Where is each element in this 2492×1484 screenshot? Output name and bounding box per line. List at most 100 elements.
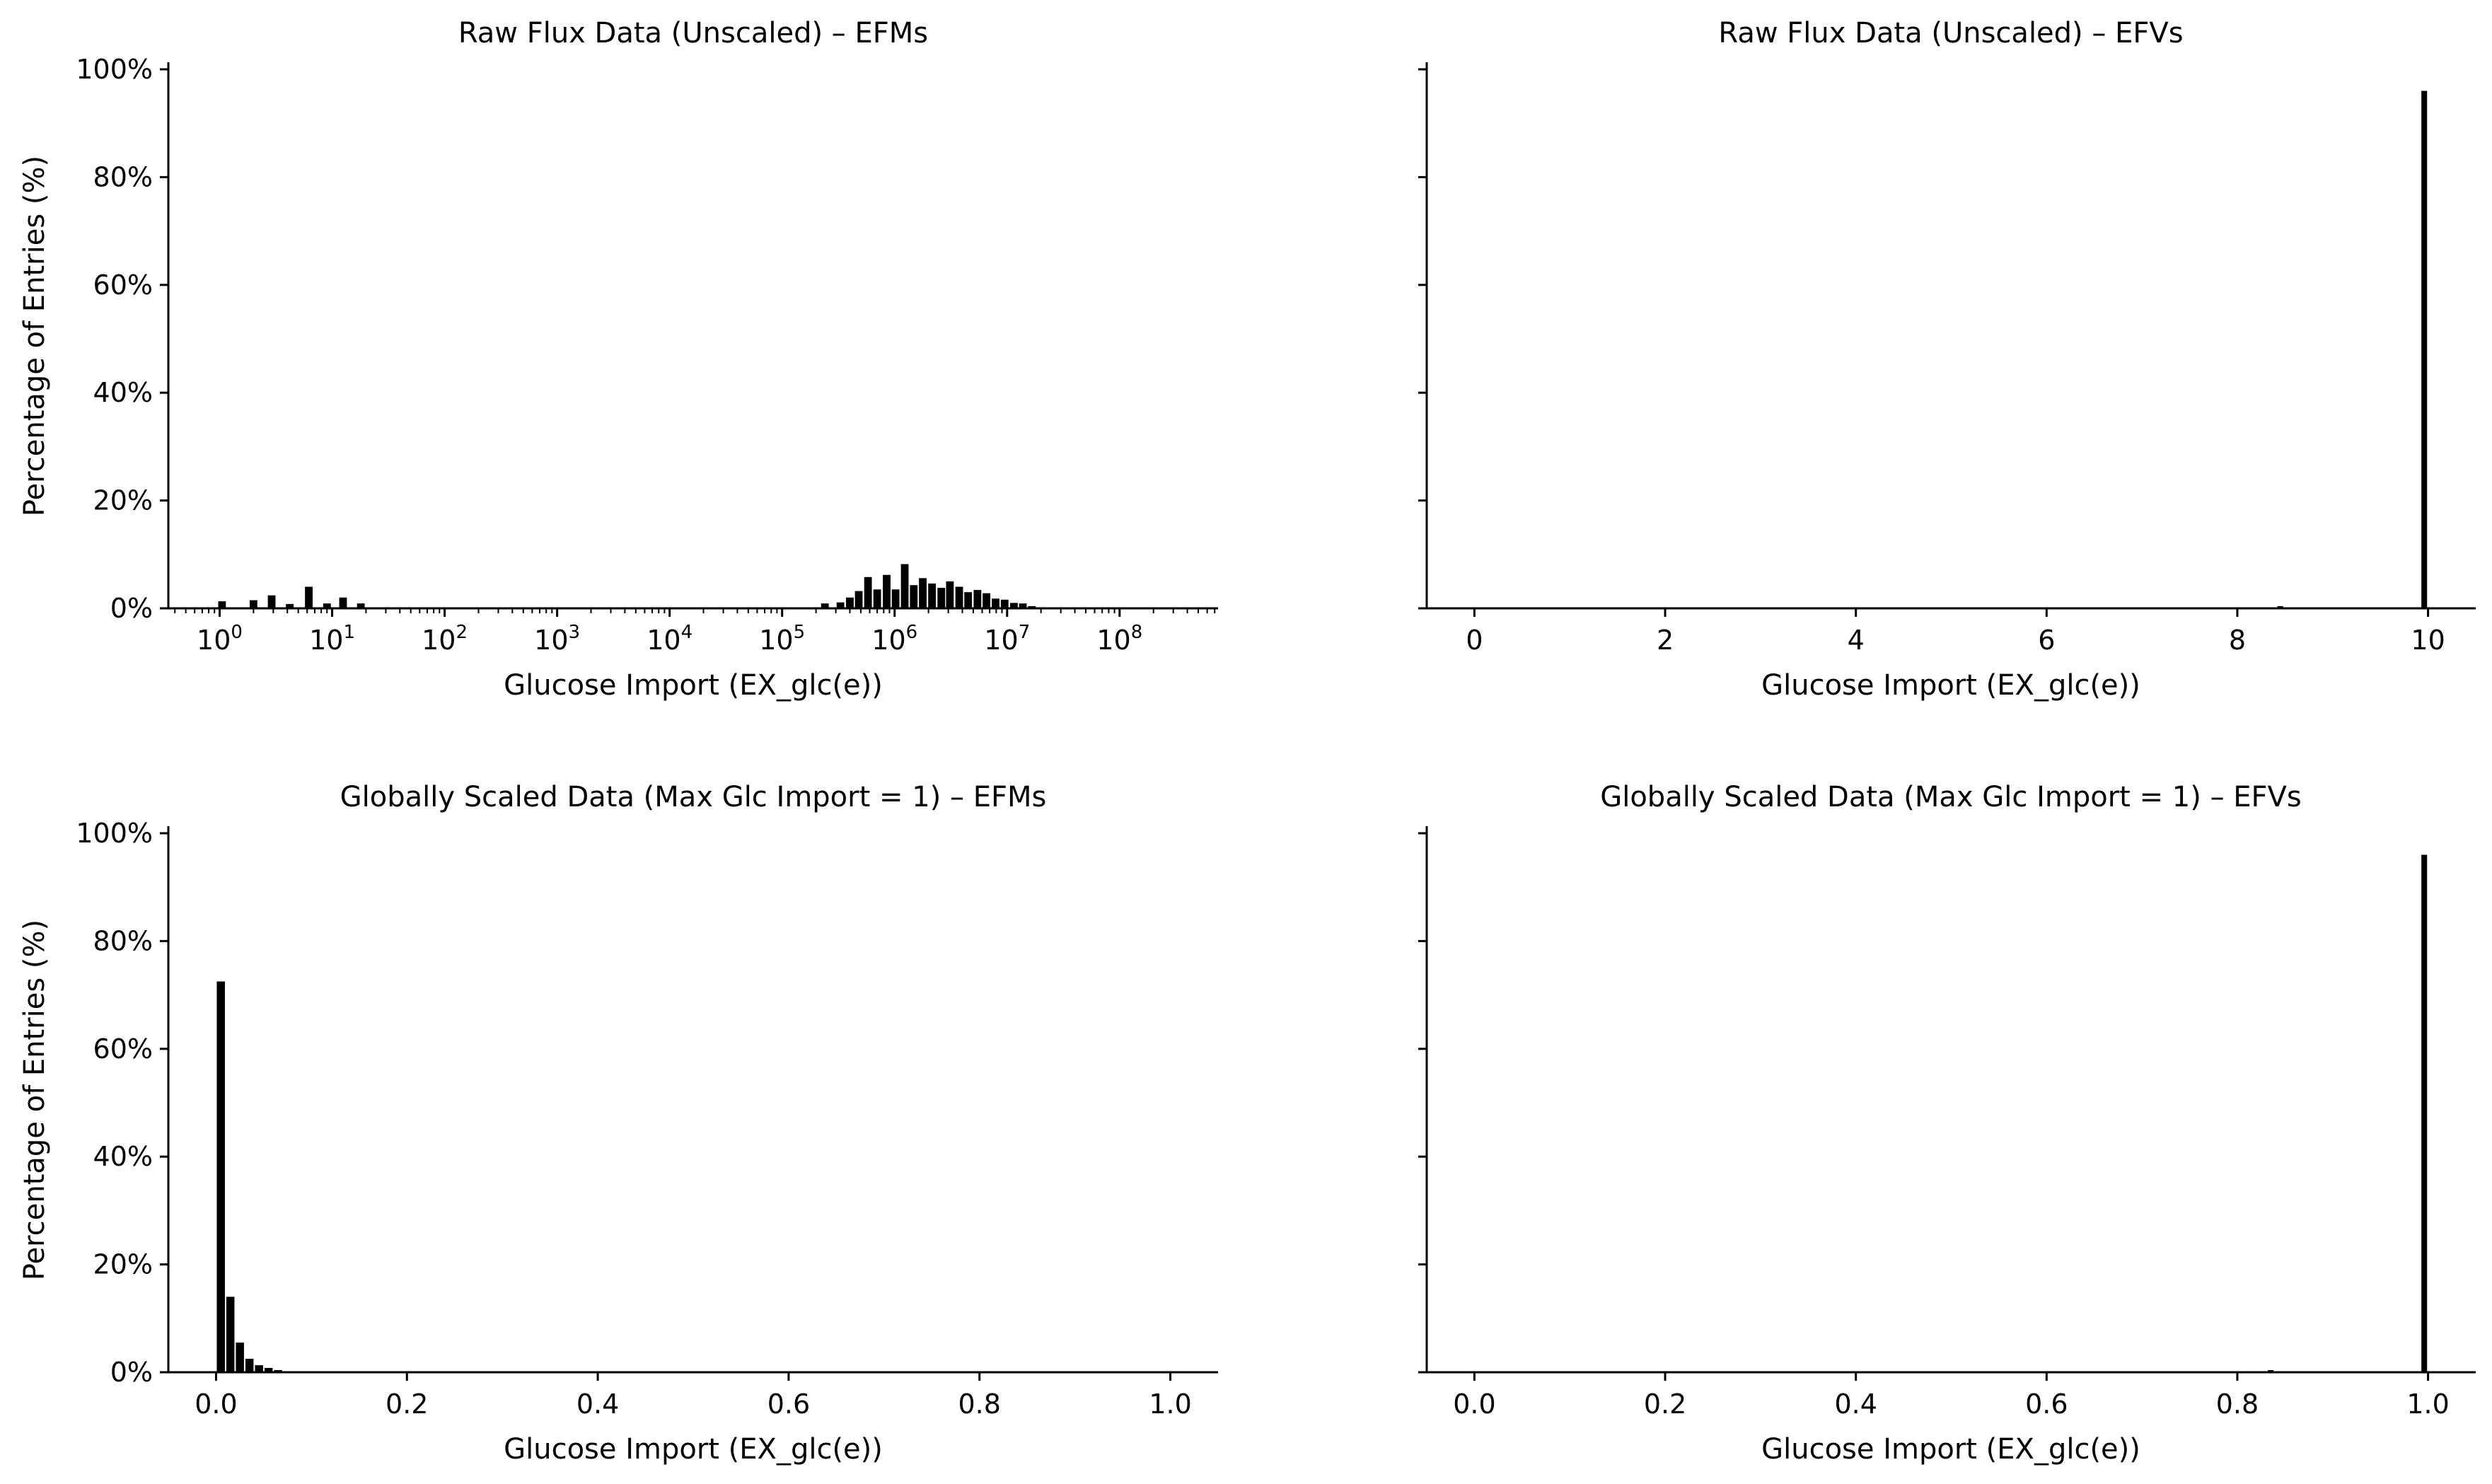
y-tick-label: 100% [76, 818, 153, 849]
x-axis-label: Glucose Import (EX_glc(e)) [504, 1433, 883, 1466]
histogram-bar [910, 585, 918, 608]
histogram-bar [2268, 1369, 2274, 1372]
histogram-bar [821, 603, 829, 608]
x-tick-label: 101 [309, 622, 355, 656]
histogram-bar [249, 600, 257, 608]
histogram-bar [2421, 91, 2428, 609]
histogram-bar [1019, 603, 1027, 608]
histogram-bar [357, 603, 365, 608]
histogram-bar [955, 586, 963, 608]
panel-top-left: Raw Flux Data (Unscaled) – EFMs Glucose … [18, 17, 1218, 702]
bars [216, 981, 282, 1372]
histogram-bar [992, 598, 999, 608]
x-tick-label: 0.8 [958, 1389, 1001, 1420]
histogram-bar [983, 593, 990, 608]
histogram-bar [323, 603, 331, 608]
x-tick-label: 0 [1466, 625, 1483, 656]
y-tick-label: 60% [93, 269, 153, 301]
histogram-bar [236, 1343, 244, 1372]
histogram-bar [964, 592, 973, 608]
x-axis-label: Glucose Import (EX_glc(e)) [1761, 669, 2140, 702]
y-ticks [1418, 68, 1427, 610]
x-tick-label: 0.6 [767, 1389, 810, 1420]
histogram-bar [973, 590, 982, 608]
histogram-bar [255, 1365, 263, 1372]
x-tick-label: 0.8 [2216, 1389, 2259, 1420]
histogram-bar [339, 597, 347, 608]
x-tick-label: 106 [871, 622, 917, 656]
x-tick-label: 0.4 [576, 1389, 619, 1420]
x-tick-label: 0.2 [1644, 1389, 1686, 1420]
y-tick-label: 40% [93, 1141, 153, 1172]
y-ticks: 0% 20% 40% 60% 80% 100% [76, 54, 168, 624]
x-tick-label: 6 [2038, 625, 2055, 656]
x-tick-label: 0.2 [386, 1389, 428, 1420]
histogram-bar [218, 601, 226, 608]
histogram-bar [267, 595, 276, 608]
histogram-bar [1028, 605, 1036, 608]
panel-top-right: Raw Flux Data (Unscaled) – EFVs Glucose … [1418, 17, 2476, 702]
x-tick-label: 104 [647, 622, 692, 656]
histogram-bar [226, 1297, 235, 1372]
x-tick-label: 0.0 [1453, 1389, 1495, 1420]
histogram-bar [836, 602, 845, 608]
x-tick-label: 103 [534, 622, 580, 656]
panel-title: Raw Flux Data (Unscaled) – EFMs [458, 17, 928, 50]
histogram-bar [854, 591, 863, 608]
histogram-bar [900, 564, 909, 608]
x-ticks: 0 2 4 6 8 10 [1466, 608, 2445, 656]
bars [2277, 91, 2428, 609]
y-tick-label: 0% [110, 1357, 153, 1388]
histogram-bar [846, 597, 854, 608]
y-axis-label: Percentage of Entries (%) [18, 156, 51, 516]
x-tick-label: 107 [984, 622, 1030, 656]
x-ticks: 0.0 0.2 0.4 0.6 0.8 1.0 [1453, 1372, 2450, 1420]
x-tick-label: 10 [2411, 625, 2445, 656]
histogram-bar [1010, 603, 1018, 608]
x-tick-label: 102 [422, 622, 468, 656]
histogram-bar [274, 1369, 282, 1372]
x-tick-label: 100 [197, 622, 243, 656]
histogram-bar [2421, 854, 2428, 1372]
histogram-bar [873, 589, 881, 608]
histogram-bar [883, 574, 891, 608]
x-axis-label: Glucose Import (EX_glc(e)) [1761, 1433, 2140, 1466]
histogram-bar [891, 589, 900, 608]
y-axis-label: Percentage of Entries (%) [18, 920, 51, 1280]
y-tick-label: 0% [110, 593, 153, 624]
x-tick-label: 2 [1657, 625, 1674, 656]
y-ticks [1418, 832, 1427, 1374]
x-tick-label: 0.0 [195, 1389, 237, 1420]
histogram-bar [1000, 599, 1009, 608]
histogram-bar [937, 588, 946, 608]
x-tick-label: 0.4 [1834, 1389, 1877, 1420]
y-tick-label: 80% [93, 925, 153, 956]
y-tick-label: 100% [76, 54, 153, 85]
histogram-bar [864, 576, 872, 608]
histogram-bar [216, 981, 225, 1372]
bars [2268, 854, 2428, 1372]
x-tick-label: 1.0 [1149, 1389, 1191, 1420]
x-axis-label: Glucose Import (EX_glc(e)) [504, 669, 883, 702]
histogram-bar [928, 583, 937, 608]
y-tick-label: 60% [93, 1033, 153, 1065]
y-tick-label: 80% [93, 161, 153, 192]
histogram-bar [919, 578, 927, 608]
x-tick-label: 4 [1848, 625, 1865, 656]
panel-title: Globally Scaled Data (Max Glc Import = 1… [1600, 781, 2302, 813]
bars [218, 564, 1045, 608]
x-ticks: 0.0 0.2 0.4 0.6 0.8 1.0 [195, 1372, 1192, 1420]
x-tick-label: 108 [1096, 622, 1142, 656]
y-tick-label: 20% [93, 1249, 153, 1280]
panel-title: Raw Flux Data (Unscaled) – EFVs [1718, 17, 2183, 50]
y-tick-label: 20% [93, 485, 153, 516]
histogram-bar [286, 603, 294, 608]
histogram-bar [946, 581, 954, 608]
x-tick-label: 1.0 [2406, 1389, 2449, 1420]
x-tick-label: 105 [759, 622, 805, 656]
histogram-bar [264, 1367, 273, 1372]
histogram-bar [245, 1358, 254, 1372]
x-ticks: 100 101 102 103 104 105 106 107 108 [174, 608, 1216, 656]
